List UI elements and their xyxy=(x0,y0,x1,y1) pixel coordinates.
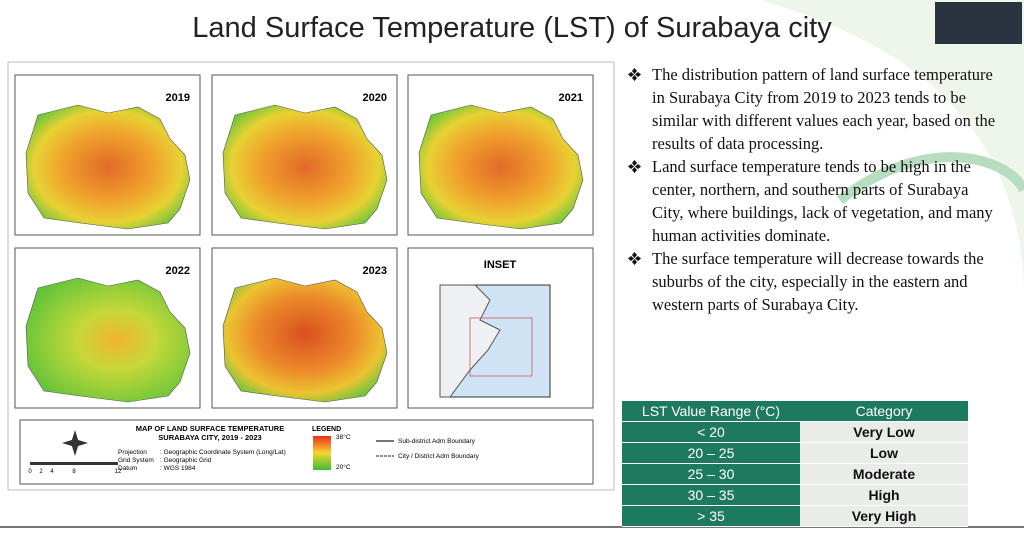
legend-ramp xyxy=(313,436,331,470)
table-cell: Very Low xyxy=(800,421,968,443)
bullet: The surface temperature will decrease to… xyxy=(626,247,996,316)
map-year: 2020 xyxy=(363,92,387,104)
bullet-text: The surface temperature will decrease to… xyxy=(652,249,984,314)
bullet-icon xyxy=(628,160,641,173)
inset-title: INSET xyxy=(484,259,517,271)
bullet-icon xyxy=(628,68,641,81)
table-row: 25 – 30 Moderate xyxy=(622,463,968,485)
table-header: LST Value Range (°C) xyxy=(622,401,800,422)
slide-title: Land Surface Temperature (LST) of Suraba… xyxy=(192,12,832,44)
map-year: 2022 xyxy=(166,265,190,277)
table-row: 20 – 25 Low xyxy=(622,442,968,464)
decor-arc xyxy=(836,152,1024,204)
bullet-text: Land surface temperature tends to be hig… xyxy=(652,157,993,245)
table-row: > 35 Very High xyxy=(622,505,968,527)
bullet-list: The distribution pattern of land surface… xyxy=(626,63,996,316)
table-cell: Very High xyxy=(800,505,968,527)
inset-extent xyxy=(469,317,533,377)
legend-low: 20°C xyxy=(336,463,351,471)
table-header: Category xyxy=(800,401,968,422)
webcam-thumbnail xyxy=(935,2,1022,44)
table-cell: 30 – 35 xyxy=(622,484,800,506)
bullet-text: The distribution pattern of land surface… xyxy=(652,65,996,153)
north-arrow xyxy=(62,430,88,456)
info-key: Datum xyxy=(118,465,137,472)
table-cell: < 20 xyxy=(622,421,800,443)
info-value: : Geographic Coordinate System (Long/Lat… xyxy=(160,449,286,456)
map-title: MAP OF LAND SURFACE TEMPERATURE xyxy=(136,424,284,433)
info-value: : Geographic Grid xyxy=(160,457,212,464)
info-key: Projection xyxy=(118,449,147,456)
legend-box xyxy=(19,419,594,485)
table-cell: 20 – 25 xyxy=(622,442,800,464)
bullet: Land surface temperature tends to be hig… xyxy=(626,155,996,247)
table-cell: 25 – 30 xyxy=(622,463,800,485)
scale-bar xyxy=(30,462,118,465)
scale-label: 0 xyxy=(28,469,32,475)
scale-label: 8 xyxy=(72,469,76,475)
info-value: : WGS 1984 xyxy=(160,465,196,472)
map-subtitle: SURABAYA CITY, 2019 - 2023 xyxy=(158,433,261,442)
scale-label: 4 xyxy=(50,469,54,475)
decor xyxy=(760,0,1024,300)
legend-label: Sub-district Adm Boundary xyxy=(398,438,476,445)
table-cell: > 35 xyxy=(622,505,800,527)
bullet-icon xyxy=(628,252,641,265)
lst-table: LST Value Range (°C) Category < 20 Very Lo… xyxy=(622,401,968,527)
info-key: Grid System xyxy=(118,457,154,464)
table-cell: Low xyxy=(800,442,968,464)
legend-title: LEGEND xyxy=(312,426,341,433)
table-cell: High xyxy=(800,484,968,506)
table-row: 30 – 35 High xyxy=(622,484,968,506)
scale-label: 12 xyxy=(115,469,122,475)
map-year: 2019 xyxy=(166,92,190,104)
bullet: The distribution pattern of land surface… xyxy=(626,63,996,155)
map-year: 2023 xyxy=(363,265,387,277)
scale-label: 2 xyxy=(39,469,43,475)
legend-label: City / District Adm Boundary xyxy=(398,453,480,460)
table-row: < 20 Very Low xyxy=(622,421,968,443)
legend-high: 38°C xyxy=(336,433,351,441)
table-cell: Moderate xyxy=(800,463,968,485)
map-year: 2021 xyxy=(559,92,583,104)
